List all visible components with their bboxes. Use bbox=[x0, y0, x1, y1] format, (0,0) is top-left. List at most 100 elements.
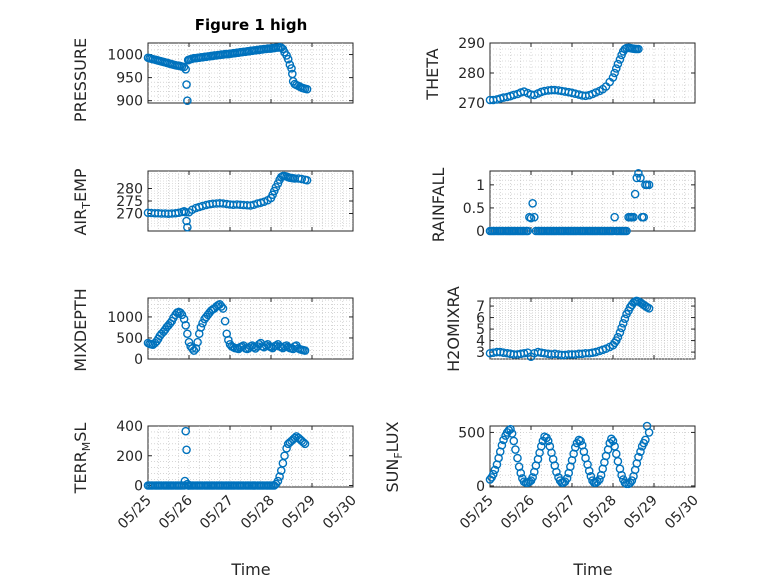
data-point bbox=[528, 473, 537, 482]
x-tick-label: 05/26 bbox=[156, 492, 196, 532]
data-point bbox=[217, 302, 226, 311]
y-tick-label: 270 bbox=[116, 207, 143, 223]
data-point bbox=[302, 84, 312, 94]
data-point bbox=[196, 323, 206, 332]
data-point bbox=[615, 328, 625, 337]
data-point bbox=[629, 212, 638, 222]
x-tick-label: 05/28 bbox=[238, 493, 278, 533]
x-tick-label: 05/29 bbox=[279, 493, 319, 533]
y-tick-label: 500 bbox=[116, 331, 143, 347]
data-point bbox=[618, 319, 628, 328]
y-tick-label: 5 bbox=[476, 322, 485, 338]
xlabel-time-right: Time bbox=[572, 560, 612, 579]
data-point bbox=[511, 445, 520, 454]
x-tick-label: 05/30 bbox=[320, 493, 360, 533]
y-tick-label: 0 bbox=[134, 479, 143, 495]
data-point bbox=[182, 80, 191, 89]
data-point bbox=[620, 314, 630, 324]
data-point bbox=[584, 466, 594, 476]
data-point bbox=[608, 73, 618, 82]
subplot-mixdepth: MIXDEPTH 0 500 1000 bbox=[71, 288, 354, 372]
data-point bbox=[636, 173, 645, 183]
subplot-theta: THETA 270 280 290 bbox=[423, 36, 696, 112]
data-point bbox=[644, 180, 654, 190]
y-tick-label: 0 bbox=[476, 224, 485, 240]
data-point bbox=[181, 65, 191, 74]
data-point bbox=[641, 435, 650, 445]
data-point bbox=[198, 318, 207, 328]
data-point bbox=[183, 96, 192, 105]
y-tick-label: 290 bbox=[458, 36, 485, 52]
data-point bbox=[639, 212, 649, 222]
data-point bbox=[193, 337, 202, 347]
x-tick-label: 05/29 bbox=[621, 493, 661, 533]
ylabel-terr-msl: TERRMSL bbox=[71, 423, 93, 495]
data-point bbox=[528, 199, 537, 208]
data-point bbox=[509, 436, 519, 446]
y-tick-label: 4 bbox=[476, 334, 485, 350]
data-point bbox=[183, 222, 192, 232]
data-point bbox=[617, 323, 626, 333]
y-tick-label: 270 bbox=[458, 96, 485, 112]
y-tick-label: 200 bbox=[116, 449, 143, 465]
data-point bbox=[627, 476, 637, 485]
y-tick-label: 280 bbox=[116, 182, 143, 198]
figure-title: Figure 1 high bbox=[195, 16, 308, 34]
data-point bbox=[182, 216, 191, 226]
subplot-rainfall: RAINFALL 0 0.5 1 bbox=[429, 168, 696, 243]
y-tick-label: 400 bbox=[116, 419, 143, 435]
data-point bbox=[607, 434, 616, 444]
y-tick-label: 280 bbox=[458, 66, 485, 82]
data-point bbox=[499, 435, 508, 445]
data-point bbox=[513, 453, 522, 463]
ylabel-theta: THETA bbox=[423, 48, 442, 100]
y-tick-label: 3 bbox=[476, 345, 485, 361]
y-tick-label: 275 bbox=[116, 194, 143, 210]
data-point bbox=[586, 471, 596, 481]
data-point bbox=[300, 346, 310, 355]
data-point bbox=[613, 59, 623, 69]
data-point bbox=[622, 226, 631, 236]
y-tick-label: 1000 bbox=[107, 48, 143, 64]
ylabel-mixdepth: MIXDEPTH bbox=[71, 288, 90, 371]
y-tick-label: 0.5 bbox=[463, 201, 485, 217]
ylabel-pressure: PRESSURE bbox=[71, 38, 90, 122]
data-point bbox=[644, 428, 654, 437]
x-tick-label: 05/30 bbox=[662, 493, 702, 533]
data-point bbox=[610, 68, 619, 78]
data-point bbox=[218, 304, 228, 313]
data-point bbox=[613, 332, 623, 342]
data-point bbox=[181, 321, 191, 330]
data-point bbox=[529, 212, 539, 222]
y-tick-label: 1 bbox=[476, 178, 485, 194]
data-point bbox=[300, 439, 310, 449]
data-point bbox=[516, 468, 526, 478]
y-tick-label: 6 bbox=[476, 311, 485, 327]
ylabel-rainfall: RAINFALL bbox=[429, 168, 448, 243]
data-point bbox=[497, 440, 507, 450]
y-tick-label: 0 bbox=[134, 352, 143, 368]
ylabel-air-temp: AIRTEMP bbox=[71, 168, 93, 235]
data-point bbox=[613, 457, 623, 466]
data-point bbox=[634, 169, 643, 178]
data-point bbox=[523, 226, 533, 236]
ylabel-h2omixra: H2OMIXRA bbox=[444, 286, 463, 372]
data-point bbox=[290, 433, 300, 443]
x-tick-label: 05/25 bbox=[115, 493, 155, 533]
data-point bbox=[576, 436, 585, 446]
y-tick-label: 1000 bbox=[107, 310, 143, 326]
data-point bbox=[644, 304, 654, 313]
data-point bbox=[280, 451, 289, 461]
data-point bbox=[506, 424, 515, 434]
data-point bbox=[625, 478, 635, 488]
data-point bbox=[634, 44, 643, 54]
subplot-pressure: Figure 1 high PRESSURE 900 950 1000 bbox=[71, 16, 354, 122]
xlabel-time-left: Time bbox=[230, 560, 270, 579]
data-point bbox=[181, 426, 191, 436]
x-tick-label: 05/26 bbox=[498, 492, 538, 532]
data-point bbox=[299, 438, 308, 447]
data-point bbox=[595, 475, 604, 484]
